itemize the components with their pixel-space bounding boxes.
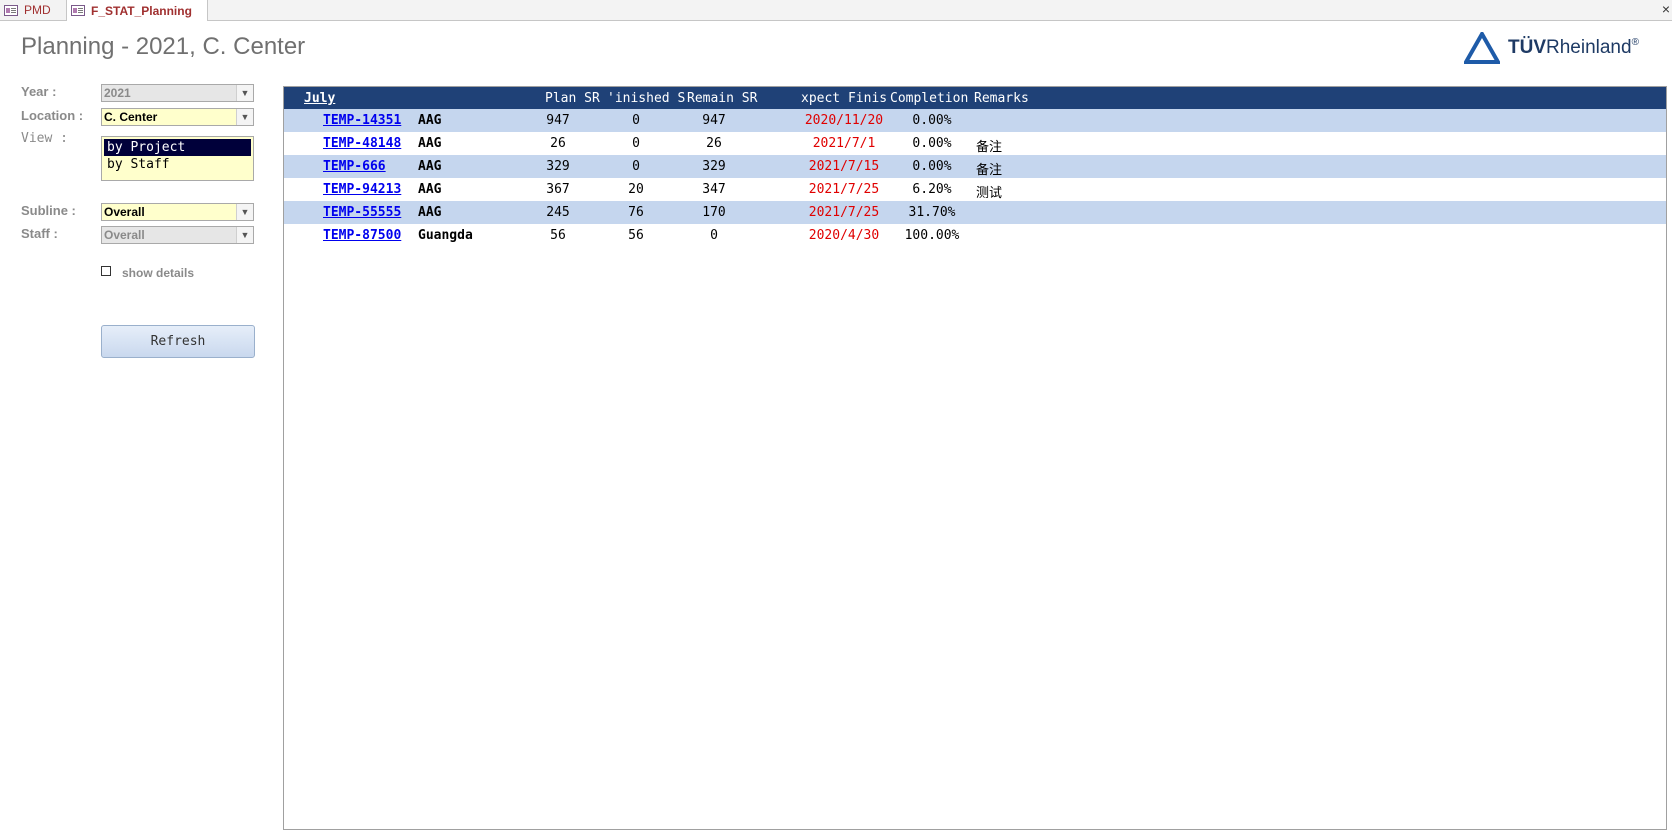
company-logo: TÜVRheinland® [1464, 28, 1664, 68]
subline-value: Overall [104, 205, 145, 219]
location-value: C. Center [104, 110, 158, 124]
triangle-logo-icon [1464, 32, 1500, 64]
completion-cell: 0.00% [912, 159, 952, 174]
tab-label: PMD [24, 3, 51, 17]
table-row: TEMP-87500 Guangda 56 56 0 2020/4/30 100… [284, 224, 1666, 247]
view-option-by-project[interactable]: by Project [104, 139, 251, 156]
completion-cell: 0.00% [912, 136, 952, 151]
column-header-remarks: Remarks [974, 91, 1029, 106]
customer-cell: AAG [418, 159, 442, 174]
year-label: Year : [21, 84, 57, 99]
remain-sr-cell: 0 [710, 228, 718, 243]
document-tab-strip: PMD F_STAT_Planning × [0, 0, 1672, 21]
project-link[interactable]: TEMP-48148 [323, 136, 402, 151]
plan-sr-cell: 56 [550, 228, 566, 243]
year-combo[interactable]: 2021 ▼ [101, 84, 254, 102]
completion-cell: 0.00% [912, 113, 952, 128]
project-link[interactable]: TEMP-14351 [323, 113, 402, 128]
expect-finish-cell: 2020/4/30 [808, 228, 880, 243]
customer-cell: AAG [418, 182, 442, 197]
show-details-label: show details [122, 266, 195, 280]
column-header-completion: Completion [890, 91, 969, 106]
expect-finish-cell: 2021/7/1 [812, 136, 876, 151]
plan-sr-cell: 329 [546, 159, 570, 174]
finished-sr-cell: 20 [628, 182, 644, 197]
table-row: TEMP-94213 AAG 367 20 347 2021/7/25 6.20… [284, 178, 1666, 201]
table-header: July Plan SR 'inished S Remain SR xpect … [284, 87, 1666, 109]
column-header-remain-sr: Remain SR [687, 91, 758, 106]
staff-label: Staff : [21, 226, 58, 241]
expect-finish-cell: 2021/7/25 [808, 205, 880, 220]
completion-cell: 6.20% [912, 182, 952, 197]
chevron-down-icon[interactable]: ▼ [236, 204, 253, 220]
logo-text: TÜVRheinland® [1508, 37, 1639, 58]
tab-pmd[interactable]: PMD [0, 0, 66, 20]
plan-sr-cell: 26 [550, 136, 566, 151]
view-label: View : [21, 131, 68, 146]
remain-sr-cell: 170 [702, 205, 726, 220]
subline-combo[interactable]: Overall ▼ [101, 203, 254, 221]
remarks-cell: 备注 [976, 163, 1003, 178]
expect-finish-cell: 2021/7/25 [808, 182, 880, 197]
remain-sr-cell: 347 [702, 182, 726, 197]
expect-finish-cell: 2021/7/15 [808, 159, 880, 174]
form-icon [4, 4, 18, 16]
tab-f-stat-planning[interactable]: F_STAT_Planning [66, 0, 208, 21]
completion-cell: 100.00% [904, 228, 960, 243]
project-link[interactable]: TEMP-55555 [323, 205, 402, 220]
location-label: Location : [21, 108, 84, 123]
project-link[interactable]: TEMP-87500 [323, 228, 402, 243]
tab-label: F_STAT_Planning [91, 3, 192, 18]
column-header-finished-sr: 'inished S [607, 91, 686, 106]
plan-sr-cell: 245 [546, 205, 570, 220]
expect-finish-cell: 2020/11/20 [804, 113, 884, 128]
column-header-month[interactable]: July [304, 91, 336, 106]
customer-cell: AAG [418, 113, 442, 128]
finished-sr-cell: 76 [628, 205, 644, 220]
remarks-cell: 测试 [976, 186, 1003, 201]
form-icon [71, 5, 85, 16]
plan-sr-cell: 947 [546, 113, 570, 128]
chevron-down-icon[interactable]: ▼ [236, 109, 253, 125]
table-row: TEMP-14351 AAG 947 0 947 2020/11/20 0.00… [284, 109, 1666, 132]
finished-sr-cell: 0 [632, 113, 640, 128]
close-icon[interactable]: × [1661, 1, 1670, 17]
finished-sr-cell: 0 [632, 136, 640, 151]
finished-sr-cell: 56 [628, 228, 644, 243]
finished-sr-cell: 0 [632, 159, 640, 174]
table-row: TEMP-48148 AAG 26 0 26 2021/7/1 0.00% 备注 [284, 132, 1666, 155]
chevron-down-icon[interactable]: ▼ [236, 85, 253, 101]
refresh-button[interactable]: Refresh [101, 325, 255, 358]
customer-cell: AAG [418, 205, 442, 220]
table-row: TEMP-55555 AAG 245 76 170 2021/7/25 31.7… [284, 201, 1666, 224]
remain-sr-cell: 329 [702, 159, 726, 174]
remain-sr-cell: 26 [706, 136, 722, 151]
table-row: TEMP-666 AAG 329 0 329 2021/7/15 0.00% 备… [284, 155, 1666, 178]
plan-sr-cell: 367 [546, 182, 570, 197]
show-details-checkbox[interactable] [101, 266, 111, 276]
chevron-down-icon[interactable]: ▼ [236, 227, 253, 243]
planning-table-panel: July Plan SR 'inished S Remain SR xpect … [283, 86, 1667, 830]
completion-cell: 31.70% [908, 205, 956, 220]
column-header-expect-finish: xpect Finis [801, 91, 888, 106]
project-link[interactable]: TEMP-94213 [323, 182, 402, 197]
staff-value: Overall [104, 228, 145, 242]
column-header-plan-sr: Plan SR [545, 91, 600, 106]
remain-sr-cell: 947 [702, 113, 726, 128]
subline-label: Subline : [21, 203, 76, 218]
remarks-cell: 备注 [976, 140, 1003, 155]
customer-cell: Guangda [418, 228, 473, 243]
page-title: Planning - 2021, C. Center [21, 33, 306, 60]
project-link[interactable]: TEMP-666 [323, 159, 386, 174]
year-value: 2021 [104, 86, 131, 100]
staff-combo[interactable]: Overall ▼ [101, 226, 254, 244]
location-combo[interactable]: C. Center ▼ [101, 108, 254, 126]
view-option-by-staff[interactable]: by Staff [107, 157, 170, 172]
view-listbox[interactable]: by Project by Staff [101, 136, 254, 181]
customer-cell: AAG [418, 136, 442, 151]
